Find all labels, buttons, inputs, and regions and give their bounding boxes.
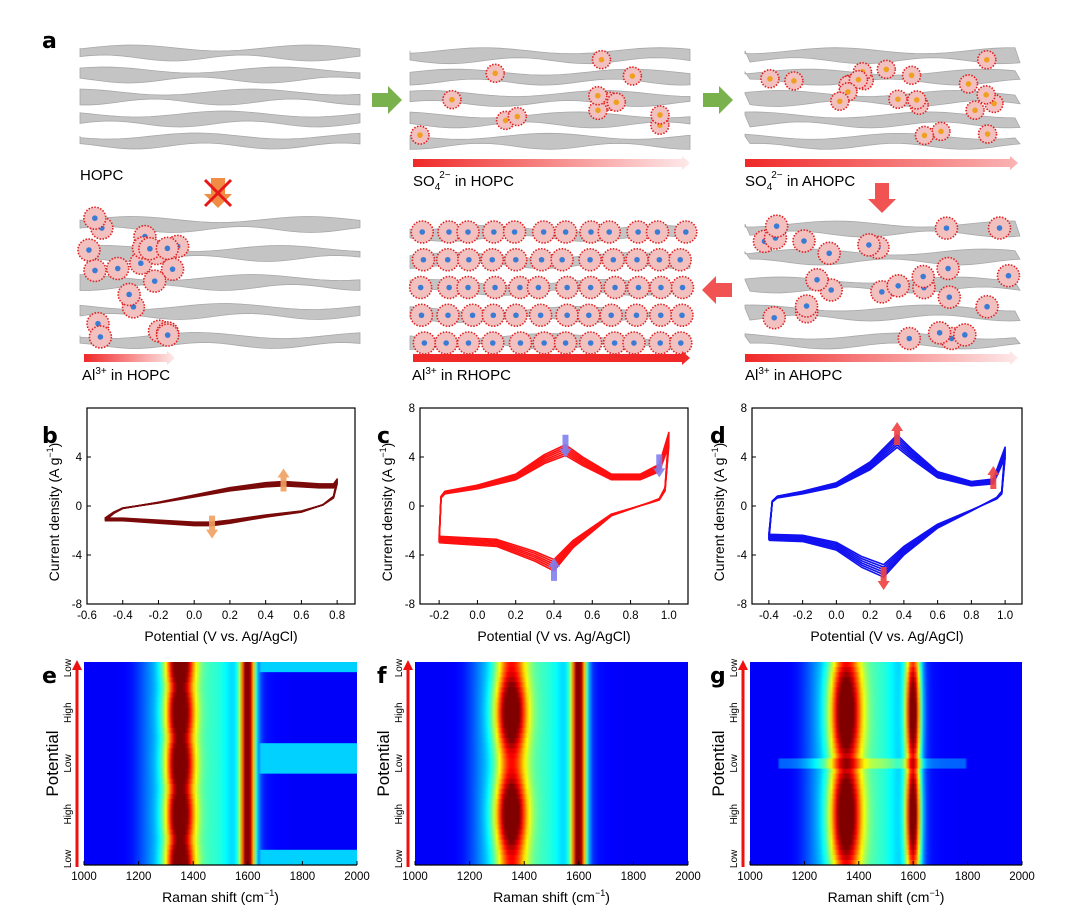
figure: a b c d e f g HOPC SO42− in HOPC SO42− in … xyxy=(42,29,1035,905)
